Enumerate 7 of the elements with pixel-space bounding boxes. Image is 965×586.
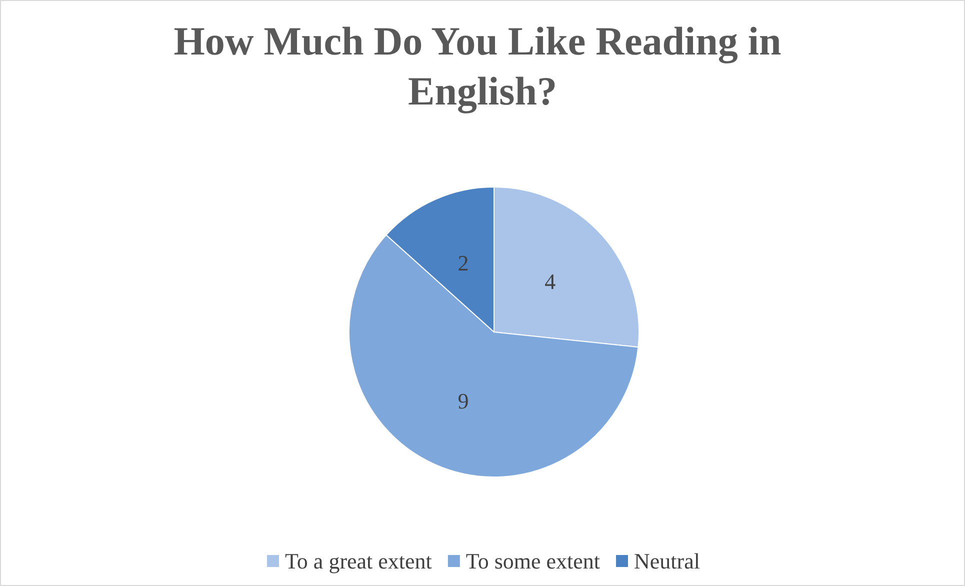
data-label: 4 — [544, 268, 556, 294]
chart-title: How Much Do You Like Reading in English? — [174, 18, 792, 114]
legend-label: To some extent — [466, 548, 600, 574]
legend-label: To a great extent — [285, 548, 432, 574]
legend-label: Neutral — [634, 548, 700, 574]
data-label: 9 — [458, 388, 469, 414]
data-label: 2 — [458, 250, 469, 276]
